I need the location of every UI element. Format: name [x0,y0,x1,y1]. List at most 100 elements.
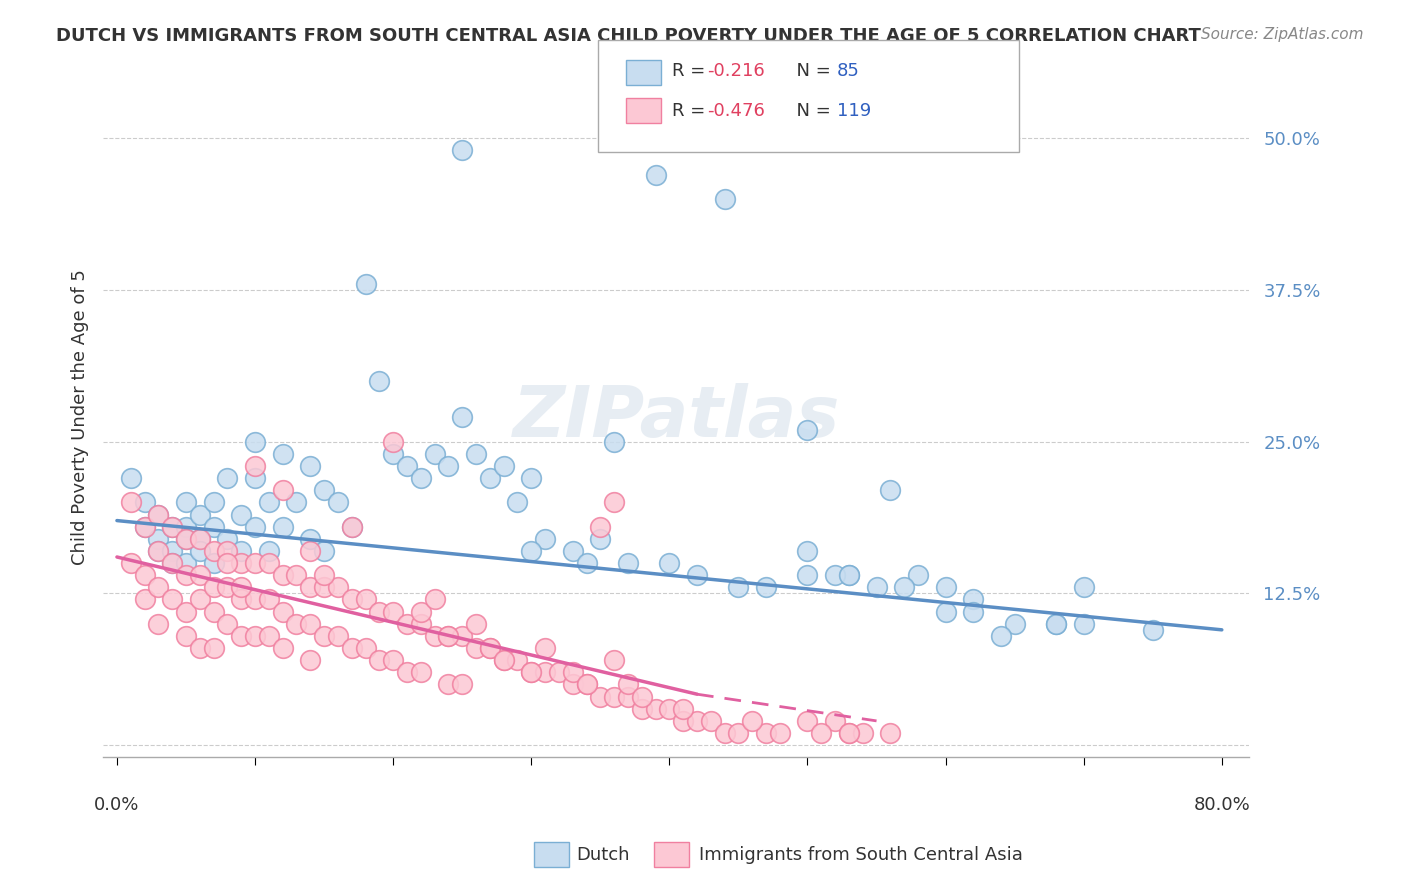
Point [120,556,142,570]
Point [796,544,818,558]
Point [243,519,266,533]
Point [451,410,474,425]
Point [589,690,612,704]
Point [314,580,336,594]
Point [299,616,322,631]
Point [160,556,183,570]
Point [603,653,626,667]
Point [769,726,792,740]
Point [231,629,253,643]
Point [893,580,915,594]
Point [299,653,322,667]
Point [935,605,957,619]
Point [340,519,363,533]
Point [520,665,543,680]
Point [160,592,183,607]
Point [217,544,239,558]
Point [231,580,253,594]
Point [741,714,763,728]
Point [1073,616,1095,631]
Point [935,580,957,594]
Point [174,532,197,546]
Point [174,495,197,509]
Point [686,568,709,582]
Point [340,519,363,533]
Point [148,508,170,522]
Point [506,495,529,509]
Text: 0.0%: 0.0% [94,797,139,814]
Text: R =: R = [672,102,711,120]
Point [202,556,225,570]
Point [231,544,253,558]
Point [534,641,557,656]
Point [160,544,183,558]
Point [465,641,488,656]
Point [174,605,197,619]
Point [1045,616,1067,631]
Point [299,580,322,594]
Point [314,483,336,498]
Point [589,519,612,533]
Point [120,471,142,485]
Point [285,495,308,509]
Point [217,532,239,546]
Point [134,519,156,533]
Point [299,544,322,558]
Text: -0.476: -0.476 [707,102,765,120]
Point [148,532,170,546]
Point [409,605,432,619]
Point [314,629,336,643]
Point [188,544,211,558]
Point [824,568,846,582]
Point [160,519,183,533]
Point [409,665,432,680]
Point [314,568,336,582]
Point [575,677,598,691]
Point [561,677,583,691]
Point [713,192,735,206]
Point [672,702,695,716]
Point [368,653,391,667]
Point [285,616,308,631]
Point [796,423,818,437]
Point [589,532,612,546]
Point [962,605,984,619]
Point [451,629,474,643]
Point [231,592,253,607]
Point [271,447,294,461]
Text: DUTCH VS IMMIGRANTS FROM SOUTH CENTRAL ASIA CHILD POVERTY UNDER THE AGE OF 5 COR: DUTCH VS IMMIGRANTS FROM SOUTH CENTRAL A… [56,27,1201,45]
Point [1004,616,1026,631]
Text: R =: R = [672,62,711,80]
Point [382,605,405,619]
Point [134,495,156,509]
Point [534,532,557,546]
Point [148,616,170,631]
Point [217,580,239,594]
Text: Dutch: Dutch [576,846,630,863]
Point [174,629,197,643]
Point [160,519,183,533]
Point [437,629,460,643]
Point [271,519,294,533]
Point [217,556,239,570]
Point [755,726,778,740]
Point [134,592,156,607]
Point [395,616,418,631]
Point [658,556,681,570]
Point [672,714,695,728]
Point [630,702,652,716]
Point [188,568,211,582]
Point [326,580,349,594]
Point [188,508,211,522]
Point [561,544,583,558]
Point [326,495,349,509]
Point [437,458,460,473]
Point [120,495,142,509]
Point [202,544,225,558]
Point [174,556,197,570]
Point [520,665,543,680]
Point [796,568,818,582]
Point [644,168,666,182]
Y-axis label: Child Poverty Under the Age of 5: Child Poverty Under the Age of 5 [72,269,89,566]
Point [257,544,280,558]
